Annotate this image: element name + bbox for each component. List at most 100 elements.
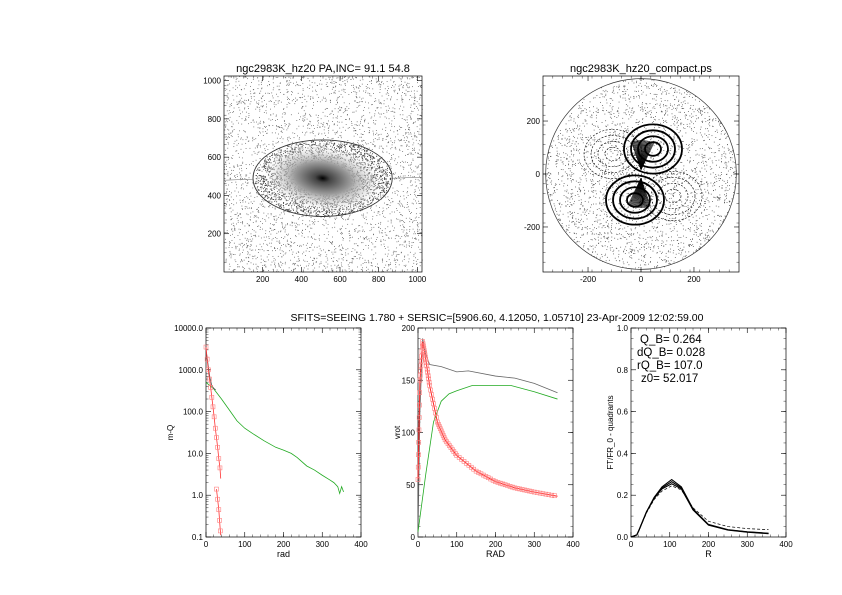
noise-pixel — [392, 110, 393, 112]
noise-pixel — [394, 91, 396, 93]
noise-pixel — [281, 127, 283, 129]
noise-pixel — [381, 232, 383, 233]
noise-pixel — [389, 200, 390, 201]
noise-pixel — [402, 135, 404, 137]
noise-pixel — [266, 106, 267, 108]
noise-pixel — [286, 84, 288, 86]
noise-pixel — [385, 106, 387, 107]
noise-pixel — [320, 122, 322, 124]
noise-pixel — [233, 143, 235, 145]
noise-pixel — [350, 237, 352, 239]
noise-pixel — [242, 222, 244, 223]
noise-pixel — [374, 115, 375, 117]
galaxy-pixel — [285, 203, 287, 205]
galaxy-pixel — [353, 145, 355, 147]
noise-pixel — [332, 270, 333, 272]
noise-pixel — [340, 76, 341, 78]
noise-pixel — [316, 246, 318, 248]
noise-pixel — [339, 266, 341, 268]
noise-pixel — [291, 225, 293, 227]
noise-pixel — [378, 138, 380, 140]
noise-pixel — [417, 82, 418, 84]
noise-pixel — [264, 219, 266, 220]
noise-pixel — [359, 136, 361, 138]
noise-pixel — [231, 131, 233, 133]
noise-pixel — [384, 239, 386, 241]
noise-pixel — [280, 247, 281, 249]
noise-pixel — [380, 107, 382, 109]
noise-pixel — [391, 155, 392, 156]
noise-pixel — [244, 206, 246, 208]
noise-pixel — [273, 229, 275, 230]
noise-pixel — [290, 77, 292, 79]
noise-pixel — [246, 238, 248, 240]
noise-pixel — [328, 132, 329, 134]
noise-pixel — [357, 266, 358, 268]
galaxy-pixel — [364, 150, 366, 152]
noise-pixel — [232, 233, 233, 235]
noise-pixel — [283, 108, 285, 110]
noise-pixel — [342, 237, 343, 239]
noise-pixel — [240, 202, 241, 204]
noise-pixel — [385, 93, 387, 95]
noise-pixel — [328, 120, 329, 122]
noise-pixel — [239, 164, 241, 166]
noise-pixel — [267, 85, 268, 87]
galaxy-pixel — [339, 144, 341, 145]
noise-pixel — [413, 149, 415, 151]
galaxy-pixel — [302, 210, 304, 212]
noise-pixel — [387, 136, 389, 138]
noise-pixel — [388, 264, 389, 265]
noise-pixel — [317, 213, 319, 215]
noise-pixel — [250, 262, 252, 264]
noise-pixel — [278, 127, 280, 128]
noise-pixel — [408, 241, 410, 242]
noise-pixel — [232, 170, 234, 171]
noise-pixel — [312, 98, 314, 99]
noise-pixel — [282, 113, 284, 115]
noise-pixel — [288, 136, 290, 138]
noise-pixel — [384, 228, 386, 230]
noise-pixel — [246, 247, 248, 249]
noise-pixel — [336, 260, 338, 261]
noise-pixel — [388, 199, 389, 201]
noise-pixel — [386, 172, 388, 173]
noise-pixel — [341, 249, 343, 251]
noise-pixel — [342, 239, 344, 241]
noise-pixel — [271, 101, 272, 102]
noise-pixel — [355, 77, 357, 79]
noise-pixel — [293, 99, 295, 100]
noise-pixel — [224, 102, 226, 103]
noise-pixel — [411, 162, 412, 164]
noise-pixel — [402, 206, 404, 207]
noise-pixel — [260, 164, 261, 166]
noise-pixel — [336, 130, 338, 132]
noise-pixel — [251, 240, 253, 242]
noise-pixel — [348, 77, 349, 79]
noise-pixel — [322, 124, 324, 126]
noise-pixel — [409, 129, 411, 131]
noise-pixel — [382, 239, 384, 241]
noise-pixel — [347, 264, 349, 266]
noise-pixel — [260, 220, 262, 222]
noise-pixel — [383, 210, 385, 212]
noise-pixel — [265, 110, 267, 112]
noise-pixel — [398, 177, 400, 179]
noise-pixel — [237, 102, 239, 104]
noise-pixel — [382, 138, 384, 139]
noise-pixel — [283, 211, 285, 213]
noise-pixel — [368, 261, 370, 263]
noise-pixel — [339, 109, 341, 111]
noise-pixel — [405, 89, 407, 91]
noise-pixel — [262, 206, 264, 207]
noise-pixel — [314, 138, 315, 140]
noise-pixel — [376, 139, 378, 141]
noise-pixel — [256, 256, 258, 258]
noise-pixel — [409, 217, 411, 219]
noise-pixel — [238, 243, 240, 245]
noise-pixel — [280, 82, 281, 84]
noise-pixel — [295, 101, 296, 102]
noise-pixel — [417, 114, 419, 116]
noise-pixel — [356, 96, 357, 98]
noise-pixel — [245, 201, 247, 203]
